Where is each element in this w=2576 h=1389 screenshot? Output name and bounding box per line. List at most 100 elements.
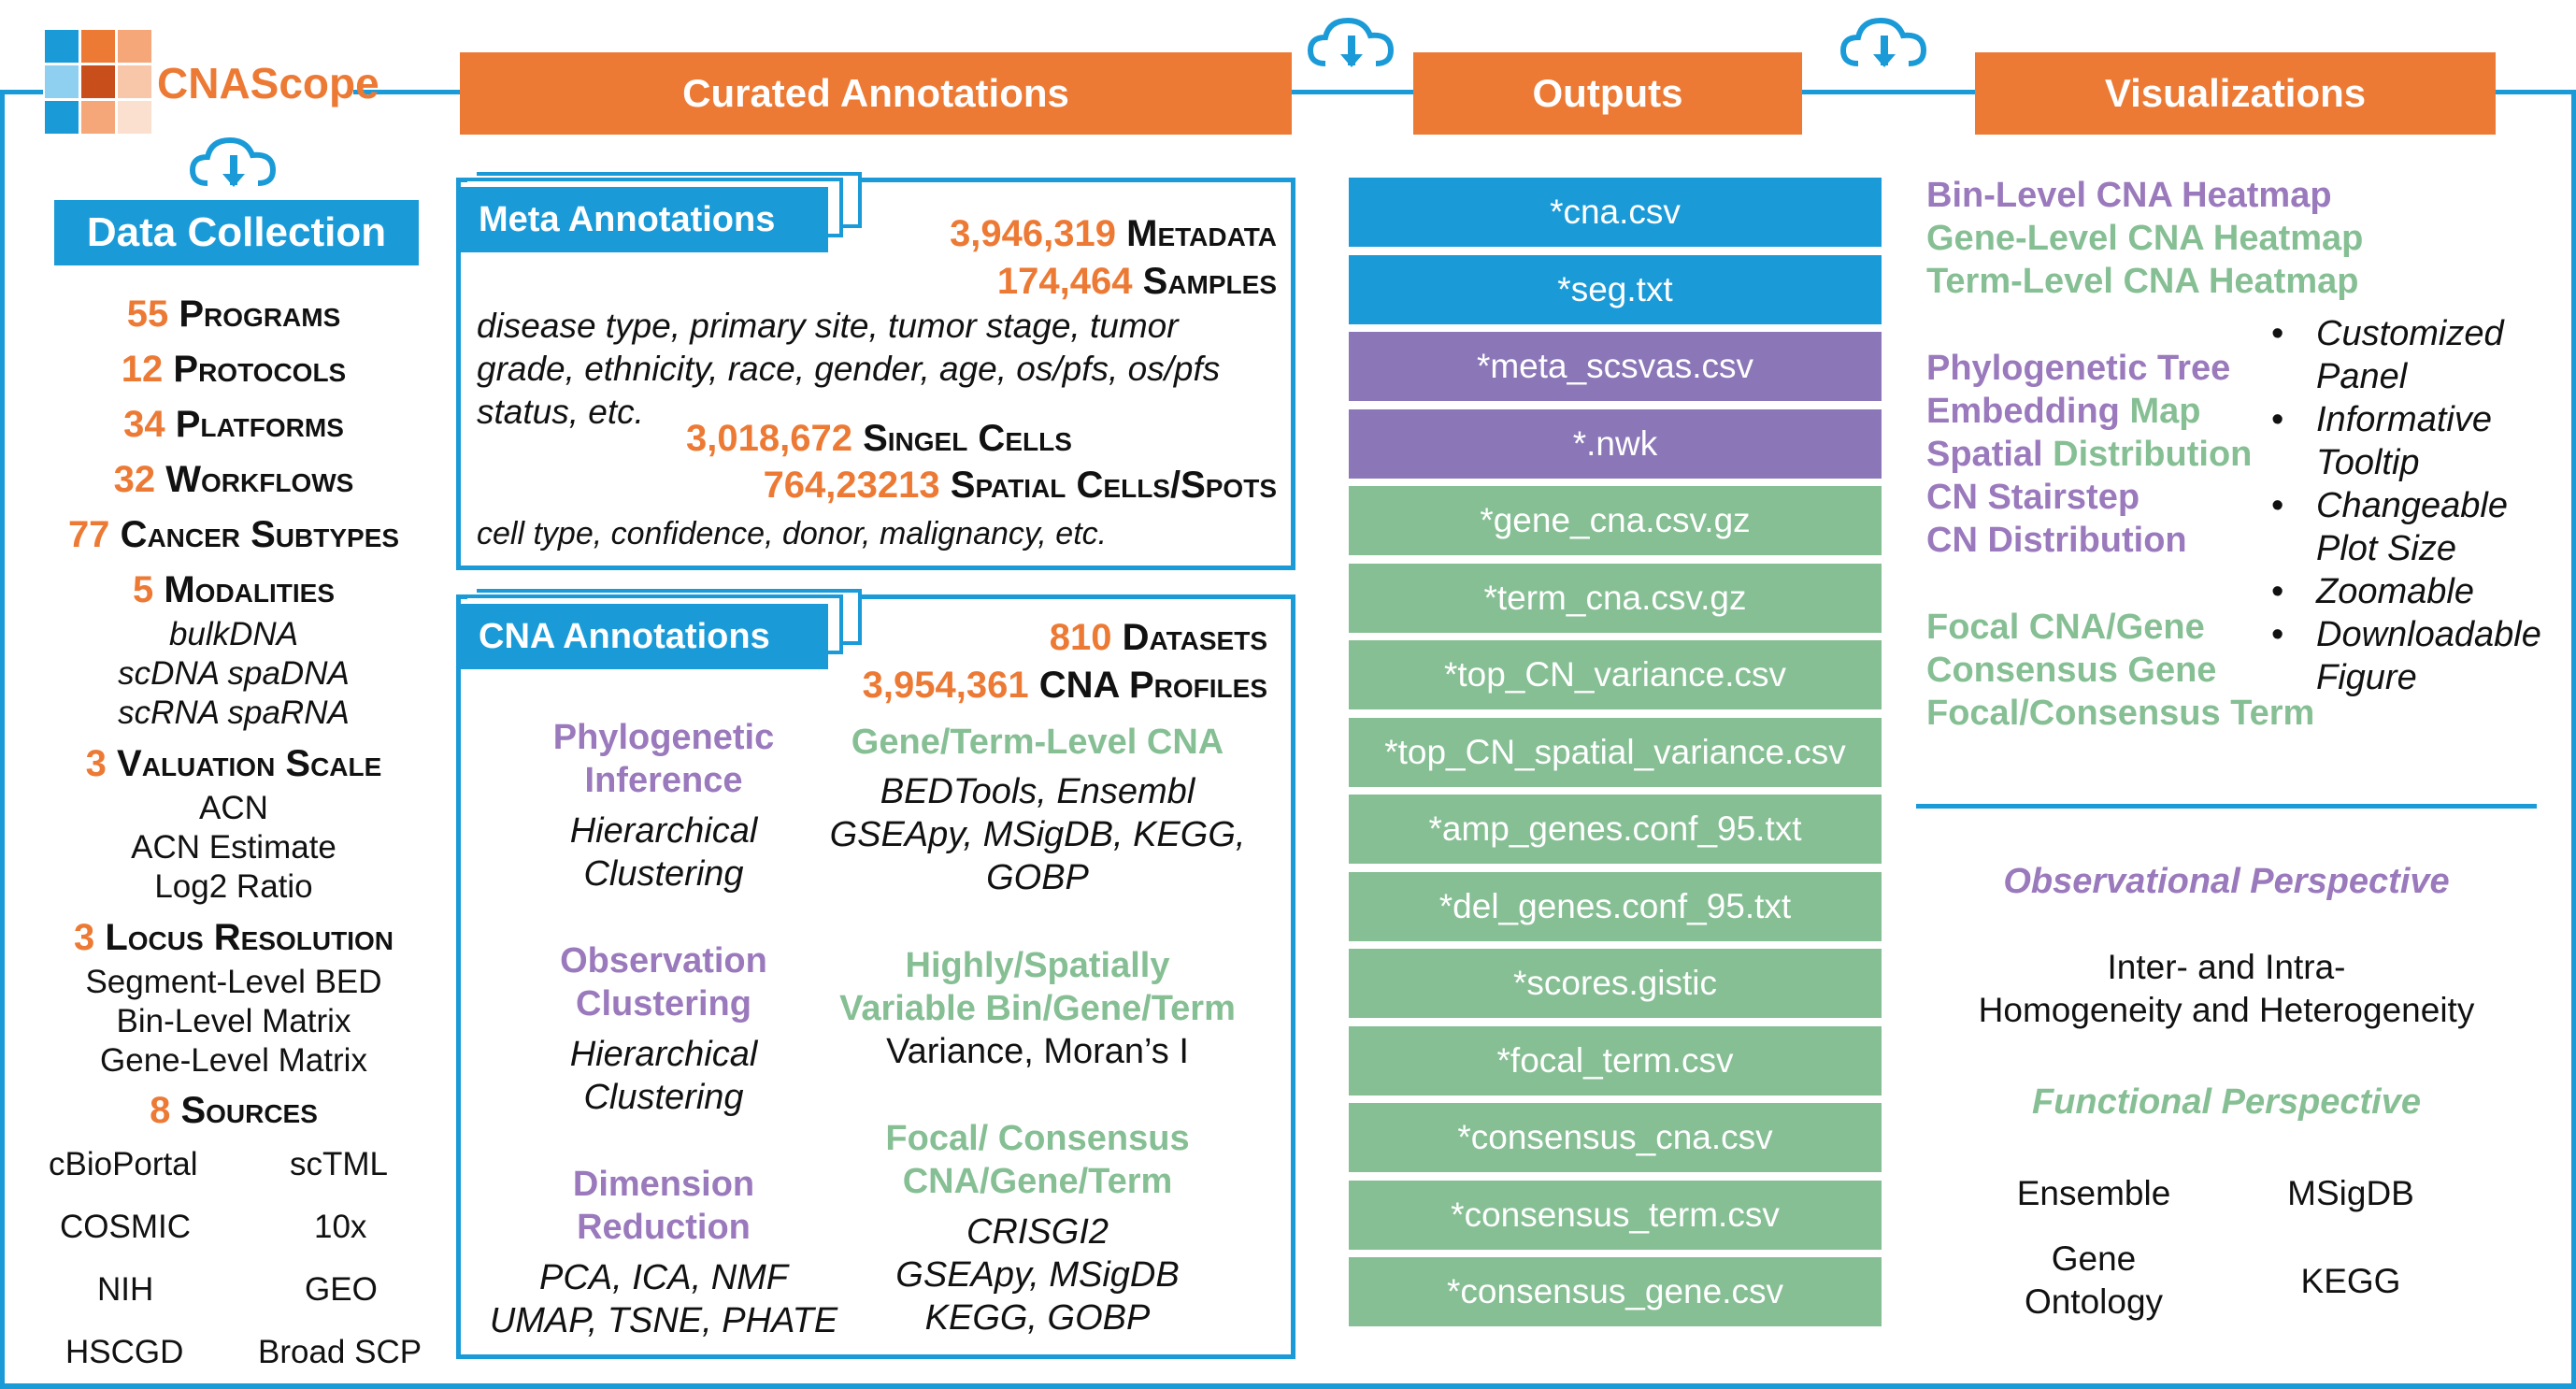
functional-item-ensemble: Ensemble — [2016, 1174, 2171, 1212]
gene-term-title: Gene/Term-Level CNA — [851, 723, 1224, 762]
variable-features-title: Highly/Spatially — [905, 946, 1170, 985]
functional-item-gene-ontology: Gene — [2051, 1239, 2137, 1278]
phylo-method: Clustering — [583, 854, 744, 894]
functional-item-kegg: KEGG — [2300, 1262, 2401, 1300]
output-file-item: *del_genes.conf_95.txt — [1349, 872, 1882, 941]
feature-downloadable: Downloadable — [2316, 615, 2541, 654]
cna-datasets-count: 810 Datasets — [1049, 617, 1267, 658]
dim-reduction-method: UMAP, TSNE, PHATE — [489, 1301, 838, 1340]
viz-spatial-distribution: Spatial Distribution — [1926, 435, 2253, 474]
feature-panel: Panel — [2316, 357, 2408, 396]
observational-perspective-text: Homogeneity and Heterogeneity — [1978, 991, 2475, 1029]
header-curated-annotations: Curated Annotations — [460, 52, 1292, 135]
cloud-download-icon — [1307, 17, 1395, 67]
source-item: COSMIC — [60, 1209, 191, 1245]
viz-phylo-tree: Phylogenetic Tree — [1926, 349, 2231, 388]
data-collection-title: Data Collection — [54, 200, 419, 265]
feature-zoomable: Zoomable — [2316, 572, 2474, 611]
meta-samples-count: 174,464 Samples — [996, 261, 1277, 302]
phylo-title: Inference — [584, 761, 743, 800]
stat-valuation-scale: 3 Valuation Scale — [85, 743, 382, 784]
source-item: cBioPortal — [49, 1146, 198, 1182]
output-file-item: *top_CN_spatial_variance.csv — [1349, 718, 1882, 787]
locus-item: Gene-Level Matrix — [100, 1042, 367, 1079]
meta-annotations-tab: Meta Annotations — [456, 187, 828, 252]
bullet-icon: • — [2271, 400, 2284, 439]
feature-plot-size: Plot Size — [2316, 529, 2456, 568]
bullet-icon: • — [2271, 314, 2284, 353]
meta-cell-description: cell type, confidence, donor, malignancy… — [477, 516, 1108, 551]
cloud-download-icon — [189, 136, 277, 187]
logo-grid-icon — [45, 30, 151, 134]
bullet-icon: • — [2271, 572, 2284, 611]
dim-reduction-method: PCA, ICA, NMF — [538, 1258, 789, 1297]
source-item: GEO — [305, 1271, 378, 1308]
functional-perspective-title: Functional Perspective — [2031, 1082, 2421, 1122]
output-file-item: *meta_scsvas.csv — [1349, 332, 1882, 401]
valuation-item: ACN — [199, 790, 268, 826]
cna-annotations-tab: CNA Annotations — [456, 604, 828, 669]
gene-term-method: GSEApy, MSigDB, KEGG, — [829, 815, 1246, 854]
modality-item: scDNA spaDNA — [118, 655, 350, 692]
focal-consensus-title: Focal/ Consensus — [885, 1119, 1190, 1158]
observational-perspective-title: Observational Perspective — [2003, 862, 2450, 901]
variable-features-method: Variance, Moran’s I — [886, 1032, 1189, 1071]
modality-item: bulkDNA — [168, 616, 299, 652]
header-visualizations: Visualizations — [1975, 52, 2496, 135]
viz-bin-heatmap: Bin-Level CNA Heatmap — [1926, 176, 2332, 215]
modality-item: scRNA spaRNA — [118, 694, 350, 731]
viz-focal-term: Focal/Consensus Term — [1926, 694, 2315, 733]
meta-description-line: status, etc. — [477, 393, 644, 431]
feature-changeable: Changeable — [2316, 486, 2508, 525]
viz-focal-gene: Focal CNA/Gene — [1926, 608, 2205, 647]
feature-customized: Customized — [2316, 314, 2504, 353]
stat-workflows: 32 Workflows — [113, 459, 354, 500]
viz-divider — [1916, 804, 2537, 809]
viz-cn-stairstep: CN Stairstep — [1926, 478, 2140, 517]
focal-consensus-title: CNA/Gene/Term — [902, 1162, 1173, 1201]
stat-programs: 55 Programs — [126, 294, 341, 335]
focal-consensus-method: GSEApy, MSigDB — [895, 1255, 1180, 1295]
header-outputs: Outputs — [1413, 52, 1802, 135]
frame-right — [2571, 90, 2576, 1389]
output-file-item: *gene_cna.csv.gz — [1349, 486, 1882, 555]
valuation-item: ACN Estimate — [131, 829, 336, 866]
stat-modalities: 5 Modalities — [132, 569, 336, 610]
viz-gene-heatmap: Gene-Level CNA Heatmap — [1926, 219, 2364, 258]
stat-locus-resolution: 3 Locus Resolution — [73, 917, 394, 958]
output-file-item: *consensus_cna.csv — [1349, 1103, 1882, 1172]
locus-item: Bin-Level Matrix — [116, 1003, 351, 1039]
obs-clustering-title: Clustering — [576, 984, 751, 1024]
frame-bottom — [0, 1383, 2576, 1389]
viz-embedding-map: Embedding Map — [1926, 392, 2201, 431]
meta-annotations-panel — [456, 178, 1295, 570]
stat-sources: 8 Sources — [150, 1090, 318, 1131]
output-file-item: *term_cna.csv.gz — [1349, 564, 1882, 633]
output-file-item: *scores.gistic — [1349, 949, 1882, 1018]
source-item: scTML — [290, 1146, 388, 1182]
feature-figure: Figure — [2316, 658, 2417, 697]
bullet-icon: • — [2271, 615, 2284, 654]
output-file-item: *seg.txt — [1349, 255, 1882, 324]
feature-tooltip: Tooltip — [2316, 443, 2420, 482]
functional-item-msigdb: MSigDB — [2287, 1174, 2414, 1212]
meta-spatial-count: 764,23213 Spatial Cells/Spots — [763, 465, 1277, 506]
obs-clustering-title: Observation — [560, 941, 767, 981]
gene-term-method: BEDTools, Ensembl — [880, 772, 1195, 811]
frame-top-left — [0, 90, 43, 94]
phylo-title: Phylogenetic — [552, 718, 775, 757]
bullet-icon: • — [2271, 486, 2284, 525]
meta-metadata-count: 3,946,319 Metadata — [950, 213, 1277, 254]
logo: CNAScope — [45, 30, 379, 135]
locus-item: Segment-Level BED — [85, 964, 382, 1000]
cloud-download-icon — [1839, 17, 1927, 67]
focal-consensus-method: CRISGI2 — [966, 1212, 1109, 1252]
output-file-item: *consensus_term.csv — [1349, 1181, 1882, 1250]
stat-protocols: 12 Protocols — [121, 349, 347, 390]
source-item: 10x — [314, 1209, 367, 1245]
observational-perspective-text: Inter- and Intra- — [2107, 948, 2346, 986]
logo-text: CNAScope — [157, 59, 379, 107]
feature-informative: Informative — [2316, 400, 2492, 439]
viz-consensus-gene: Consensus Gene — [1926, 651, 2217, 690]
source-item: NIH — [97, 1271, 154, 1308]
